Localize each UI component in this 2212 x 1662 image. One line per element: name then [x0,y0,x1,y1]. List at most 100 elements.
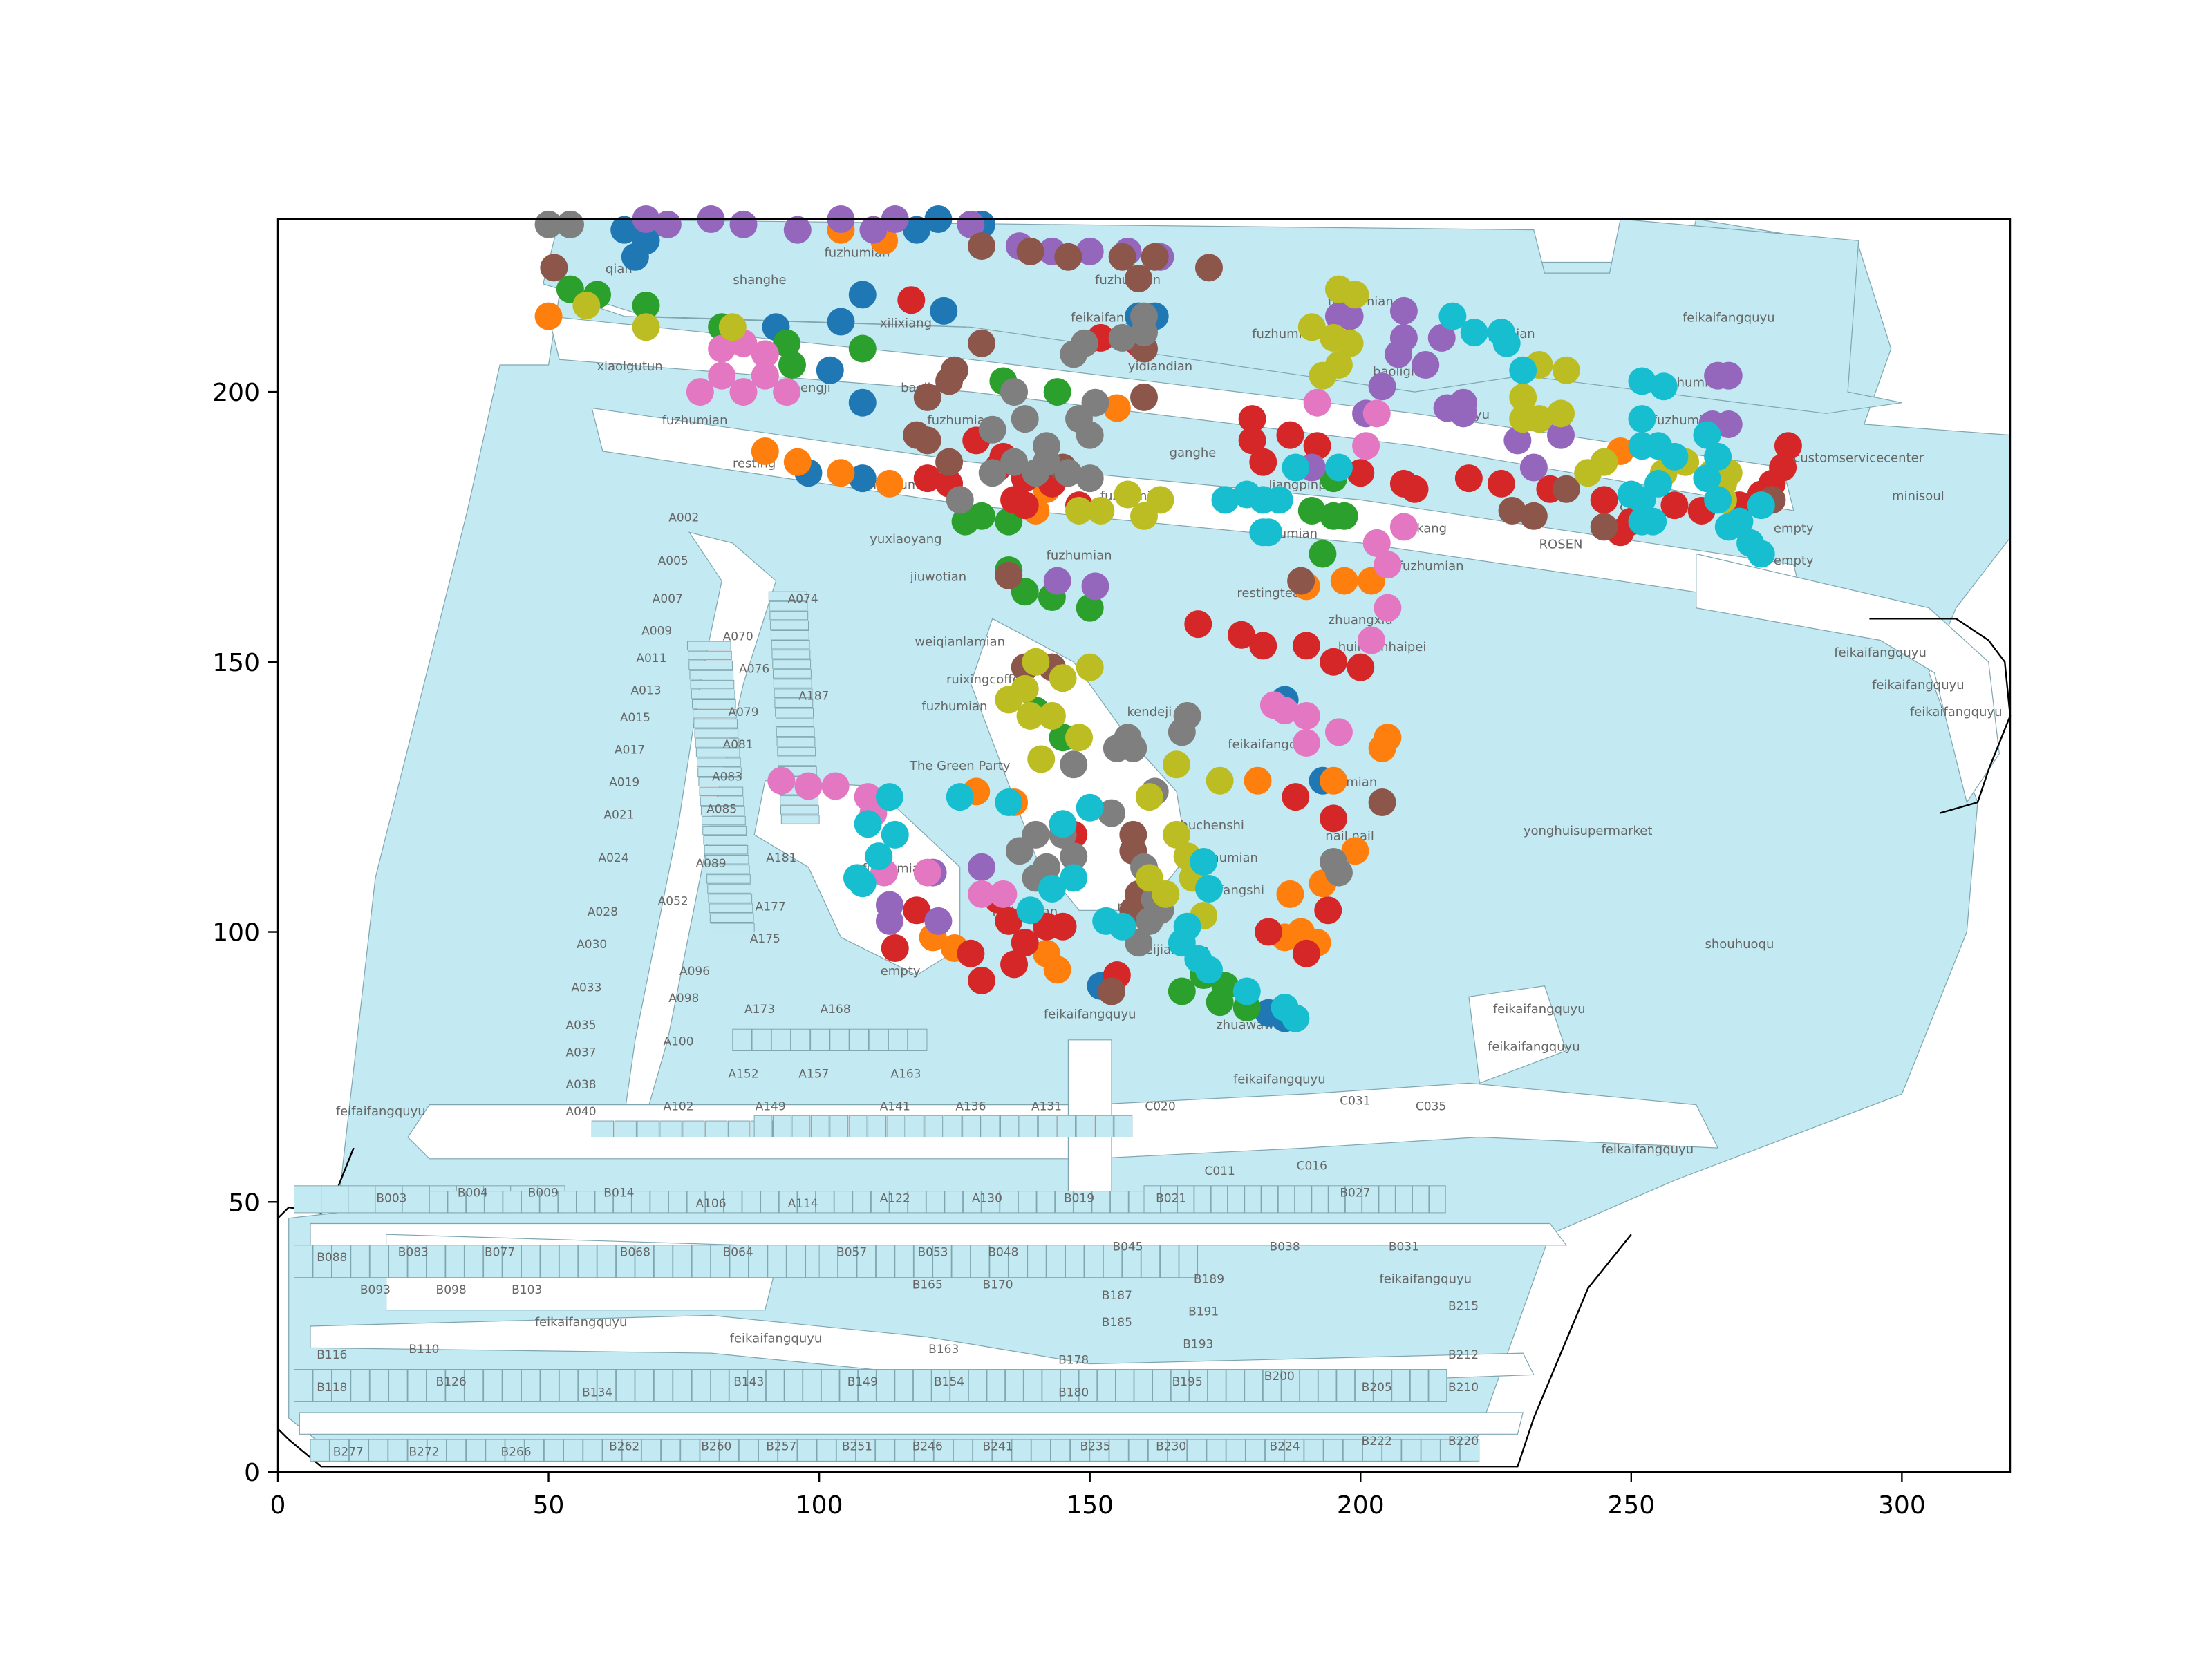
trajectory-point [751,340,779,368]
trajectory-point [1450,399,1478,428]
trajectory-point [1335,302,1364,330]
trajectory-point [957,210,985,238]
trajectory-point [729,378,758,406]
trajectory-point [1389,296,1418,325]
trajectory-point [875,783,903,811]
trajectory-point [1276,421,1304,449]
stall-row-b-center [1159,1245,1179,1278]
trajectory-point [1368,788,1396,816]
trajectory-point [632,292,660,320]
shop-label: A187 [798,690,829,703]
trajectory-point [610,216,639,244]
stall-row-b-bottom [1304,1439,1324,1462]
shop-label: A083 [712,771,742,784]
stall-row-b-bottom [973,1439,993,1462]
stall-row-a-lower [791,1115,811,1137]
trajectory-point [1194,875,1223,903]
shop-label: B077 [485,1245,515,1259]
trajectory-point [827,308,855,336]
stall-row-a-lower [753,1115,773,1137]
trajectory-point [1362,399,1391,428]
map-label: zhuangxiu [1329,613,1393,627]
stall-row-b-bottom [894,1439,915,1462]
trajectory-point [1265,486,1293,514]
stall-row-b-lower [1060,1369,1079,1402]
y-tick-label: 150 [212,649,260,677]
trajectory-point [848,869,877,898]
stall-column-a-east [769,610,809,621]
stall-column-a-east [773,679,812,688]
stall-row-a-south [1036,1191,1056,1214]
trajectory-point [1400,475,1429,503]
shop-label: A181 [766,851,796,865]
trajectory-point [751,361,779,390]
stall-column-a [704,845,749,855]
stall-row-b-lower [1391,1369,1411,1402]
stall-column-a [695,738,740,748]
trajectory-point [1108,243,1136,271]
trajectory-point [854,810,882,838]
stall-row-b-lower [1170,1369,1190,1402]
stall-row-b-bottom [1109,1439,1129,1462]
stall-row-c [1227,1185,1245,1214]
shop-label: B064 [723,1245,753,1259]
stall-row-b-lower [858,1369,877,1402]
trajectory-point [1103,394,1131,422]
trajectory-point [1320,804,1348,833]
trajectory-point [778,350,806,379]
stall-row-c [1344,1185,1362,1214]
shop-label: B009 [528,1186,559,1200]
shop-label: A052 [658,894,688,908]
trajectory-point [1693,421,1721,449]
stall-column-a [688,660,733,670]
stall-row-b-mid [388,1245,408,1278]
map-label: fuzhumian [662,413,728,428]
shop-label: A177 [756,900,786,914]
shop-label: B266 [501,1446,532,1460]
map-label: empty [1774,554,1814,568]
stall-row-a-south [558,1191,577,1214]
stall-row-c [1194,1185,1211,1214]
stall-row-a-south [613,1191,632,1214]
stall-row-b-lower [950,1369,968,1402]
stall-row-b-center [1141,1245,1161,1278]
trajectory-point [1492,329,1521,357]
trajectory-point [1649,372,1678,401]
stall-row-b-center [913,1245,933,1278]
trajectory-point [1076,653,1104,681]
trajectory-point [968,966,996,994]
stall-row-b-south [350,1369,370,1402]
stall-row-b-bottom [505,1439,525,1462]
stall-column-a [691,689,735,699]
map-label: feikaifangquyu [1910,705,2003,719]
shop-label: B003 [376,1191,406,1205]
trajectory-point [924,907,953,935]
trajectory-point [913,464,941,493]
shop-label: A096 [679,965,710,979]
trajectory-point [1628,367,1656,395]
stall-row-a-west [682,1120,705,1137]
stall-row-b-bottom [1264,1439,1285,1462]
stall-row-b-center [838,1245,857,1278]
trajectory-point [1244,766,1272,795]
trajectory-point [1519,453,1548,482]
shop-label: B180 [1058,1386,1089,1400]
stall-row-b-lower [1244,1369,1264,1402]
map-label: yuxiaoyang [870,532,941,547]
shop-label: A131 [1031,1099,1062,1113]
shop-label: B260 [701,1440,731,1454]
trajectory-point [1211,486,1239,514]
trajectory-point [968,880,996,908]
stall-row-b-bottom [583,1439,603,1462]
stall-column-a [711,923,755,933]
trajectory-point [1297,313,1326,341]
shop-label: B178 [1058,1354,1089,1368]
stall-row-b-south [521,1369,541,1402]
shop-label: B189 [1194,1272,1224,1286]
map-label: feikaifangquyu [1834,645,1927,660]
stall-row-b-mid [673,1245,692,1278]
stall-row-a-south [686,1191,706,1214]
shop-label: B004 [458,1186,488,1200]
trajectory-point [708,334,736,363]
